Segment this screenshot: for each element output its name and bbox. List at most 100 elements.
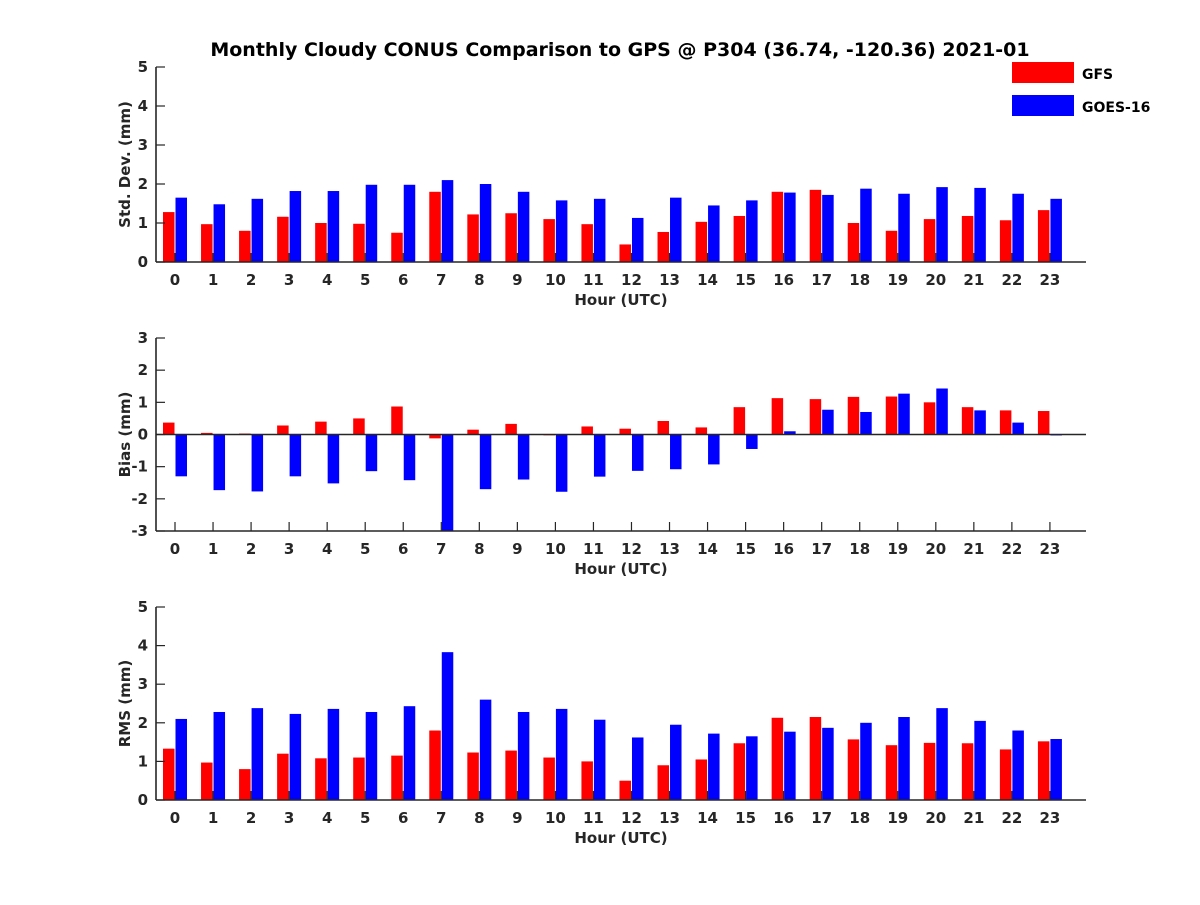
rms-xtick-label-3: 3 [284,809,294,827]
std-dev-xtick-label-19: 19 [887,271,908,289]
std-dev-bar-gfs-11 [581,224,593,262]
rms-ytick-label-0: 0 [138,791,148,809]
bias-xtick-label-9: 9 [512,540,522,558]
rms-xtick-label-15: 15 [735,809,756,827]
std-dev-bar-goes16-6 [403,184,416,262]
std-dev-bar-goes16-22 [1012,193,1024,262]
rms-bar-goes16-0 [175,718,187,800]
legend-swatch-gfs [1012,62,1074,83]
std-dev-bar-gfs-1 [201,224,213,262]
rms-xtick-label-23: 23 [1039,809,1060,827]
bias-bar-gfs-19 [885,396,898,435]
rms-ytick-label-4: 4 [138,637,148,655]
bias-bar-goes16-3 [289,434,302,477]
rms-xtick-label-6: 6 [398,809,408,827]
bias-bar-goes16-2 [251,434,264,492]
bias-ytick-label-1: 1 [138,393,148,411]
std-dev-bar-goes16-20 [936,187,948,262]
std-dev-bar-gfs-20 [923,219,936,262]
rms-xtick-label-13: 13 [659,809,680,827]
rms-bar-goes16-8 [479,699,492,800]
rms-bar-gfs-23 [1037,741,1050,800]
bias-bar-goes16-10 [555,434,568,492]
bias-bar-gfs-16 [771,398,784,435]
std-dev-xtick-label-18: 18 [849,271,870,289]
bias-bar-gfs-11 [581,426,593,435]
std-dev-ytick-label-0: 0 [138,253,148,271]
bias-xtick-label-17: 17 [811,540,832,558]
bias-bar-goes16-14 [708,434,720,465]
std-dev-xtick-label-3: 3 [284,271,294,289]
bias-xtick-label-6: 6 [398,540,408,558]
std-dev-xtick-label-5: 5 [360,271,370,289]
rms-bar-goes16-13 [670,724,682,800]
bias-bar-goes16-8 [479,434,492,490]
bias-ytick-label-0: 0 [138,426,148,444]
std-dev-bar-goes16-0 [175,197,187,262]
rms-bar-gfs-2 [239,769,251,800]
bias-xtick-label-7: 7 [436,540,446,558]
std-dev-xtick-label-21: 21 [963,271,984,289]
std-dev-ytick-label-2: 2 [138,175,148,193]
std-dev-bar-gfs-9 [505,213,517,262]
rms-bar-goes16-6 [403,706,416,800]
bias-bar-gfs-5 [353,418,365,435]
std-dev-xtick-label-20: 20 [925,271,946,289]
rms-xtick-label-20: 20 [925,809,946,827]
bias-bar-goes16-22 [1012,422,1024,435]
std-dev-bar-goes16-4 [327,191,340,262]
std-dev-xtick-label-17: 17 [811,271,832,289]
rms-bar-gfs-5 [353,757,365,800]
legend: GFS GOES-16 [1012,62,1150,116]
rms-bar-gfs-22 [999,749,1012,800]
std-dev-bar-gfs-10 [543,219,555,262]
rms-bar-goes16-18 [860,722,872,800]
std-dev-bar-goes16-9 [517,191,530,262]
bias-bar-gfs-23 [1037,411,1050,435]
bias-bar-goes16-16 [784,431,796,435]
bias-bar-gfs-21 [961,407,974,435]
bias-xtick-label-11: 11 [583,540,604,558]
bias-xtick-label-2: 2 [246,540,256,558]
rms-xtick-label-16: 16 [773,809,794,827]
bias-bar-goes16-12 [631,434,644,471]
rms-bar-gfs-12 [619,780,631,800]
rms-xtick-label-14: 14 [697,809,718,827]
rms-xtick-label-10: 10 [545,809,566,827]
bias-bar-goes16-18 [860,411,872,435]
rms-xtick-label-12: 12 [621,809,642,827]
rms-bar-gfs-10 [543,757,555,800]
bias-bar-gfs-17 [809,399,822,435]
bias-bar-goes16-1 [213,434,226,491]
bias-bar-gfs-4 [315,421,327,435]
std-dev-bar-goes16-7 [441,180,454,262]
rms-bar-goes16-12 [631,737,644,800]
std-dev-bar-goes16-15 [746,200,758,262]
rms-xtick-label-21: 21 [963,809,984,827]
rms-bar-gfs-16 [771,717,784,800]
std-dev-xtick-label-9: 9 [512,271,522,289]
rms-xtick-label-18: 18 [849,809,870,827]
rms-bar-goes16-19 [898,717,910,800]
bias-ytick-label--3: -3 [131,522,148,540]
rms-xtick-label-8: 8 [474,809,484,827]
rms-xtick-label-22: 22 [1001,809,1022,827]
std-dev-bar-gfs-23 [1037,210,1050,262]
bias-bar-gfs-14 [695,427,708,435]
std-dev-ytick-label-5: 5 [138,58,148,76]
std-dev-yaxis-label: Std. Dev. (mm) [116,101,134,228]
bias-xtick-label-18: 18 [849,540,870,558]
std-dev-bar-goes16-16 [784,192,796,262]
std-dev-xtick-label-16: 16 [773,271,794,289]
std-dev-bar-goes16-14 [708,205,720,262]
rms-xtick-label-11: 11 [583,809,604,827]
bias-bar-goes16-13 [670,434,682,470]
rms-bar-goes16-14 [708,733,720,800]
bias-xtick-label-13: 13 [659,540,680,558]
bias-bar-gfs-7 [429,434,441,439]
bias-bar-goes16-17 [822,409,834,435]
std-dev-bar-gfs-17 [809,189,822,262]
bias-bar-goes16-6 [403,434,416,481]
